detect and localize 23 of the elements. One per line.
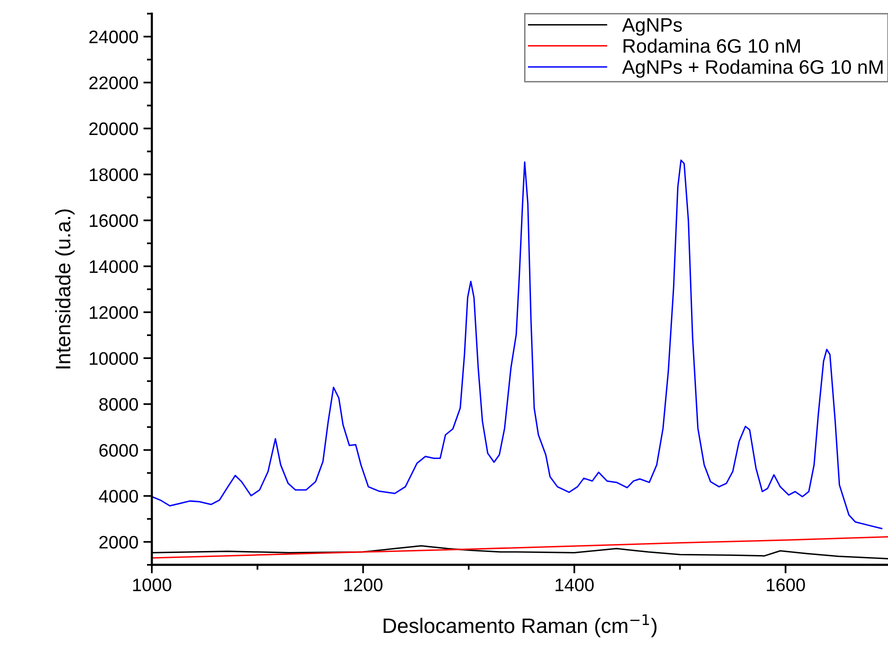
legend-label: Rodamina 6G 10 nM xyxy=(624,38,800,53)
y-tick-label: 2000 xyxy=(99,536,138,549)
legend-label: AgNPs xyxy=(622,18,682,36)
y-tick-label: 24000 xyxy=(89,30,138,44)
y-tick-label: 16000 xyxy=(90,214,138,228)
y-axis-title: Intensidade (u.a.) xyxy=(55,209,75,368)
y-tick-label: 4000 xyxy=(98,490,138,503)
y-tick-label: 6000 xyxy=(99,444,138,457)
y-tick-label: 12000 xyxy=(90,306,138,319)
x-tick-label: 1000 xyxy=(133,578,172,592)
y-tick-label: 8000 xyxy=(99,398,138,411)
x-tick-label: 1400 xyxy=(556,578,594,592)
x-tick-label: 1600 xyxy=(766,578,805,592)
y-tick-label: 14000 xyxy=(90,260,138,274)
y-tick-label: 18000 xyxy=(90,168,138,182)
legend-label: AgNPs + Rodamina 6G 10 nM xyxy=(622,60,883,78)
y-tick-label: 10000 xyxy=(90,352,138,365)
line-series xyxy=(152,536,888,559)
x-axis-title: Deslocamento Raman (cm$^{−1}$) xyxy=(384,614,657,638)
y-tick-label: 22000 xyxy=(89,76,138,90)
line-series xyxy=(152,159,882,530)
x-tick-label: 1200 xyxy=(344,578,382,592)
y-tick-label: 20000 xyxy=(89,122,138,136)
